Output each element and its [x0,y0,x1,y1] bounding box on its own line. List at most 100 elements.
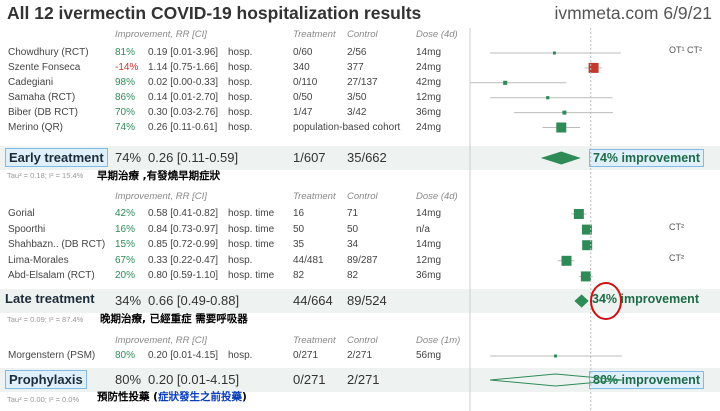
study-dose: 14mg [416,239,442,251]
header-dose: Dose (1m) [416,335,461,346]
summary-label: Early treatment [5,148,108,167]
summary-diamond [574,294,589,308]
study-treatment: 0/110 [293,76,318,88]
study-control: 3/42 [347,106,367,118]
study-treatment: 1/47 [293,106,313,118]
study-dose: 36mg [416,106,442,118]
annotation-text-end: ) [241,391,247,403]
study-treatment: 16 [293,208,305,219]
study-control: 34 [347,239,359,251]
study-outcome: hosp. [228,254,253,266]
study-note: OT¹ CT² [669,45,702,55]
study-control: 377 [347,61,364,73]
study-treatment: 50 [293,223,305,235]
study-rr-ci: 1.14 [0.75-1.66] [148,61,219,73]
summary-improvement: 80% [115,372,142,387]
study-improvement: 16% [115,223,136,235]
summary-treatment: 44/664 [293,293,333,308]
study-rr-ci: 0.80 [0.59-1.10] [148,270,219,282]
study-improvement: 15% [115,239,136,251]
study-improvement: -14% [115,61,139,73]
study-outcome: hosp. [228,350,253,361]
study-outcome: hosp. time [228,270,275,282]
effect-square [580,271,591,282]
study-name: Cadegiani [8,76,54,88]
study-dose: n/a [416,223,430,235]
study-treatment: 0/60 [293,47,313,58]
study-improvement: 98% [115,76,136,88]
summary-diamond [540,151,581,165]
annotation-chinese: 早期治療 ,有發燒早期症狀 [97,170,221,182]
summary-improvement: 34% [115,293,142,308]
heterogeneity-stat: Tau² = 0.00; I² = 0.0% [7,395,80,404]
effect-square [588,62,599,73]
study-outcome: hosp. [228,61,253,73]
study-note: CT² [669,252,684,263]
summary-rr-ci: 0.20 [0.01-4.15] [148,372,240,387]
study-name: Spoorthi [8,223,46,235]
summary-label: Prophylaxis [5,370,87,389]
summary-band [0,289,720,313]
header-improvement: Improvement, RR [CI] [115,29,207,40]
summary-improvement: 74% [115,150,142,165]
highlight-circle [590,282,622,320]
study-outcome: hosp. time [228,223,275,235]
annotation-highlight: 症狀發生之前投藥 [157,391,242,403]
study-dose: 42mg [416,76,442,88]
effect-square [552,51,556,55]
study-control: 2/271 [347,350,373,361]
study-improvement: 81% [115,47,136,58]
study-rr-ci: 0.02 [0.00-0.33] [148,76,219,88]
study-outcome: hosp. time [228,208,275,219]
study-rr-ci: 0.30 [0.03-2.76] [148,106,219,118]
study-rr-ci: 0.19 [0.01-3.96] [148,47,219,58]
study-dose: 24mg [416,61,442,73]
study-dose: 24mg [416,121,442,133]
study-rr-ci: 0.14 [0.01-2.70] [148,91,219,103]
study-dose: 56mg [416,350,442,361]
chart-title: All 12 ivermectin COVID-19 hospitalizati… [7,3,422,23]
annotation-chinese: 預防性投藥 (症狀發生之前投藥) [97,389,247,404]
annotation-chinese: 晚期治療, 已經重症 需要呼吸器 [100,313,248,325]
study-name: Morgenstern (PSM) [8,350,96,361]
header-improvement: Improvement, RR [CI] [115,335,207,346]
header-improvement: Improvement, RR [CI] [115,191,207,202]
effect-square [503,80,508,85]
study-improvement: 42% [115,208,136,219]
summary-improvement-box: 34% improvement [592,292,699,306]
effect-square [561,255,572,266]
summary-control: 35/662 [347,150,387,165]
study-note: CT² [669,221,684,232]
study-treatment: 44/481 [293,254,324,266]
study-rr-ci: 0.20 [0.01-4.15] [148,350,219,361]
header-dose: Dose (4d) [416,191,458,202]
study-control: 2/56 [347,47,367,58]
study-dose: 36mg [416,270,442,282]
summary-diamond [489,373,622,387]
study-treatment: population-based cohort [293,121,401,133]
study-rr-ci: 0.33 [0.22-0.47] [148,254,219,266]
site-brand[interactable]: ivmmeta.com 6/9/21 [554,3,712,23]
heterogeneity-stat: Tau² = 0.09; I² = 87.4% [7,315,84,324]
study-name: Abd-Elsalam (RCT) [8,270,95,282]
study-control: 27/137 [347,76,378,88]
header-dose: Dose (4d) [416,29,458,40]
study-control: 82 [347,270,359,282]
study-treatment: 82 [293,270,305,282]
study-outcome: hosp. [228,121,253,133]
summary-treatment: 0/271 [293,372,326,387]
summary-control: 2/271 [347,372,380,387]
study-control: 50 [347,223,359,235]
study-control: 71 [347,208,359,219]
study-improvement: 86% [115,91,136,103]
header-control: Control [347,29,378,40]
study-dose: 14mg [416,47,442,58]
header-treatment: Treatment [293,191,336,202]
study-outcome: hosp. [228,47,253,58]
study-outcome: hosp. [228,76,253,88]
effect-square [582,240,593,251]
summary-label: Late treatment [5,291,95,306]
study-name: Chowdhury (RCT) [8,47,89,58]
study-name: Szente Fonseca [8,61,81,73]
